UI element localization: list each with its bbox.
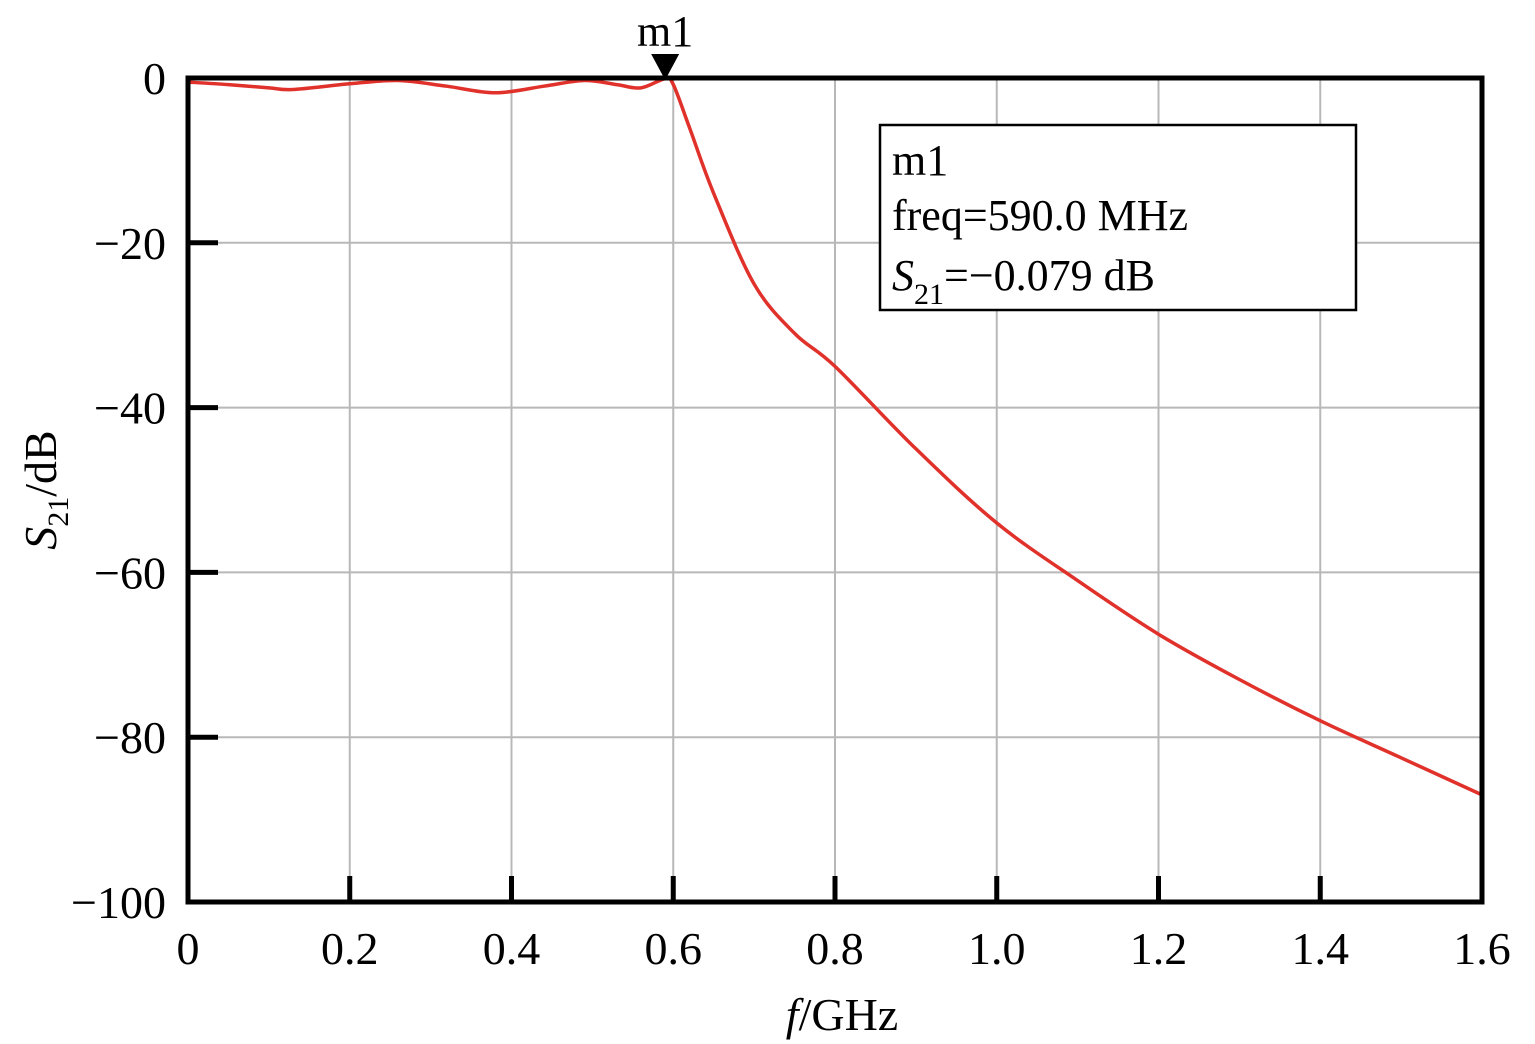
marker-m1-label: m1: [637, 7, 693, 56]
x-tick-label: 1.2: [1130, 923, 1188, 974]
tick-labels: 0 0.2 0.4 0.6 0.8 1.0 1.2 1.4 1.6 0 −20 −40 −60 −80 −1…: [71, 53, 1511, 974]
x-tick-label: 1.0: [968, 923, 1026, 974]
marker-info-box: m1 freq=590.0 MHz S21=−0.079 dB: [878, 123, 1358, 312]
marker-box-param-sub: 21: [914, 278, 944, 311]
x-tick-label: 0.8: [806, 923, 864, 974]
marker-m1-triangle: [651, 54, 680, 80]
x-tick-label: 0.6: [645, 923, 703, 974]
y-tick-label: −100: [71, 877, 166, 928]
marker-box-freq: freq=590.0 MHz: [892, 191, 1188, 240]
marker-box-param: S21=−0.079 dB: [892, 251, 1155, 311]
axis-ticks: [188, 240, 1323, 902]
y-tick-label: 0: [143, 53, 166, 104]
y-axis-unit: /dB: [15, 430, 66, 496]
marker-box-param-var: S: [892, 251, 914, 300]
y-tick-label: −80: [94, 712, 166, 763]
x-axis-unit: /GHz: [799, 989, 899, 1040]
y-axis-var: S: [15, 527, 66, 550]
x-tick-label: 1.4: [1292, 923, 1350, 974]
marker-box-title: m1: [892, 136, 948, 185]
marker-box-param-value: =−0.079 dB: [944, 251, 1155, 300]
x-tick-label: 0.2: [321, 923, 379, 974]
y-axis-sub: 21: [42, 497, 75, 527]
y-tick-label: −40: [94, 383, 166, 434]
s21-curve: [187, 76, 1483, 797]
x-tick-label: 1.6: [1453, 923, 1511, 974]
y-tick-label: −60: [94, 547, 166, 598]
series-layer: [187, 76, 1483, 797]
x-axis-title: f/GHz: [786, 989, 898, 1040]
x-tick-label: 0: [177, 923, 200, 974]
y-tick-label: −20: [94, 218, 166, 269]
x-tick-label: 0.4: [483, 923, 541, 974]
y-axis-title: S21/dB: [15, 430, 75, 549]
marker-box-frame: [878, 123, 1358, 312]
